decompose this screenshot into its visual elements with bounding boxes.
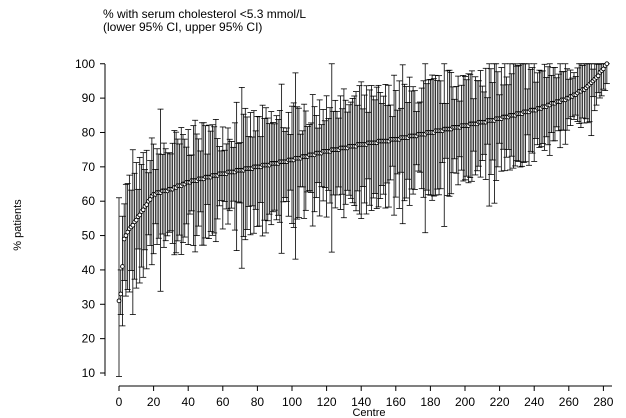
chart-title: % with serum cholesterol <5.3 mmol/L	[103, 7, 307, 21]
x-tick-label: 240	[524, 395, 544, 409]
x-tick-label: 0	[116, 395, 123, 409]
x-tick-label: 220	[490, 395, 510, 409]
y-tick-label: 70	[82, 160, 96, 174]
chart-subtitle: (lower 95% CI, upper 95% CI)	[103, 20, 263, 34]
x-tick-label: 200	[455, 395, 475, 409]
data-point	[118, 291, 124, 297]
x-tick-label: 60	[216, 395, 230, 409]
y-tick-label: 50	[82, 229, 96, 243]
x-axis-label: Centre	[352, 407, 385, 418]
x-tick-label: 120	[317, 395, 337, 409]
x-tick-label: 160	[386, 395, 406, 409]
x-tick-label: 40	[182, 395, 196, 409]
y-tick-label: 60	[82, 194, 96, 208]
x-ticks-group: 0 20 40 60 80 100 120 140 160 180 200 220 240 260 280	[116, 386, 614, 409]
y-axis-label: % patients	[12, 199, 24, 251]
x-tick-label: 80	[251, 395, 265, 409]
x-tick-label: 260	[559, 395, 579, 409]
y-tick-label: 20	[82, 332, 96, 346]
y-tick-label: 10	[82, 366, 96, 380]
data-point	[120, 264, 125, 269]
x-tick-label: 20	[147, 395, 161, 409]
axes-group	[104, 64, 612, 387]
y-tick-label: 40	[82, 263, 96, 277]
x-tick-label: 280	[593, 395, 613, 409]
y-tick-label: 100	[75, 57, 95, 71]
y-tick-label: 30	[82, 297, 96, 311]
y-tick-label: 80	[82, 125, 96, 139]
x-tick-label: 180	[420, 395, 440, 409]
y-ticks-group: 10 20 30 40 50 60 70 80 90 100	[75, 57, 105, 380]
x-tick-label: 140	[351, 395, 371, 409]
data-points-group	[116, 61, 610, 304]
x-tick-label: 100	[282, 395, 302, 409]
y-tick-label: 90	[82, 91, 96, 105]
data-point	[116, 298, 122, 304]
data-point	[604, 61, 610, 67]
